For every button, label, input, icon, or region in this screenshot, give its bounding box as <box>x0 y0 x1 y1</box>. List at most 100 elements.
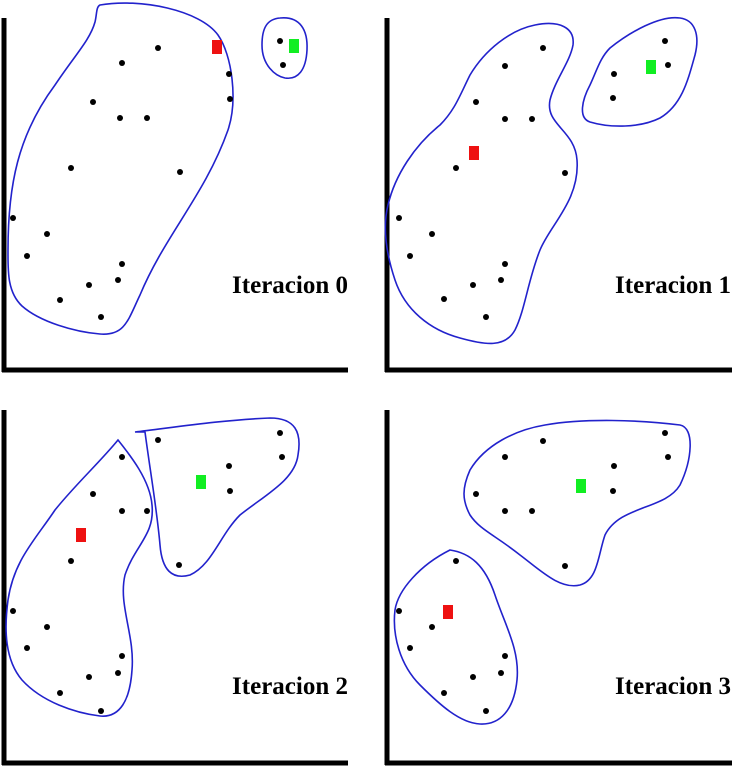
data-point <box>470 282 476 288</box>
cluster-boundaries <box>5 417 300 717</box>
cluster-boundary-1 <box>463 419 691 587</box>
data-point <box>502 508 508 514</box>
centroids <box>212 39 299 54</box>
data-point <box>44 231 50 237</box>
data-point <box>441 296 447 302</box>
data-point <box>502 653 508 659</box>
data-point <box>277 38 283 44</box>
data-point <box>396 215 402 221</box>
data-point <box>610 95 616 101</box>
data-point <box>98 708 104 714</box>
cluster-boundaries <box>7 2 308 335</box>
data-point <box>227 488 233 494</box>
data-point <box>529 508 535 514</box>
centroid-marker-1 <box>443 605 453 619</box>
data-point <box>280 62 286 68</box>
centroid-marker-2 <box>576 479 586 493</box>
data-point <box>57 297 63 303</box>
data-point <box>453 165 459 171</box>
data-point <box>68 558 74 564</box>
data-point <box>10 608 16 614</box>
data-point <box>498 670 504 676</box>
data-point <box>226 463 232 469</box>
data-point <box>86 282 92 288</box>
cluster-boundary-1 <box>384 22 578 345</box>
data-point <box>226 71 232 77</box>
data-point <box>540 45 546 51</box>
data-point <box>662 38 668 44</box>
data-point <box>562 170 568 176</box>
data-points <box>10 430 285 714</box>
centroids <box>469 60 656 160</box>
data-point <box>144 508 150 514</box>
data-point <box>177 169 183 175</box>
data-point <box>227 96 233 102</box>
panel-label: Iteracion 2 <box>232 673 348 700</box>
panel-iteracion-0: Iteracion 0 <box>1 2 348 373</box>
cluster-boundary-1 <box>5 438 154 717</box>
panel-label: Iteracion 1 <box>615 272 731 299</box>
data-point <box>155 437 161 443</box>
data-point <box>498 277 504 283</box>
data-point <box>176 562 182 568</box>
data-point <box>662 430 668 436</box>
data-point <box>119 454 125 460</box>
data-point <box>119 653 125 659</box>
data-point <box>473 491 479 497</box>
cluster-boundary-2 <box>261 17 308 79</box>
panel-iteracion-2: Iteracion 2 <box>1 410 348 766</box>
data-point <box>90 99 96 105</box>
data-point <box>611 463 617 469</box>
data-point <box>665 62 671 68</box>
centroids <box>76 475 206 542</box>
data-point <box>610 488 616 494</box>
data-points <box>396 430 671 714</box>
data-point <box>44 624 50 630</box>
data-point <box>407 645 413 651</box>
data-point <box>502 63 508 69</box>
data-point <box>119 508 125 514</box>
cluster-boundaries <box>393 419 691 725</box>
centroid-marker-1 <box>212 40 222 54</box>
data-point <box>611 71 617 77</box>
centroid-marker-1 <box>76 528 86 542</box>
data-point <box>429 231 435 237</box>
panel-label: Iteracion 0 <box>232 272 348 299</box>
data-point <box>24 645 30 651</box>
data-point <box>562 563 568 569</box>
data-point <box>441 690 447 696</box>
cluster-boundaries <box>384 16 698 345</box>
data-point <box>10 215 16 221</box>
data-point <box>144 115 150 121</box>
data-point <box>529 116 535 122</box>
data-point <box>483 708 489 714</box>
panel-iteracion-3: Iteracion 3 <box>384 410 732 766</box>
centroid-marker-1 <box>469 146 479 160</box>
centroid-marker-2 <box>289 39 299 53</box>
data-point <box>115 277 121 283</box>
cluster-boundary-1 <box>7 2 234 335</box>
data-point <box>502 454 508 460</box>
data-point <box>483 314 489 320</box>
data-point <box>57 690 63 696</box>
panel-iteracion-1: Iteracion 1 <box>384 16 732 373</box>
cluster-boundary-2 <box>134 417 300 577</box>
centroid-marker-2 <box>646 60 656 74</box>
data-point <box>453 558 459 564</box>
data-points <box>396 38 671 320</box>
panel-label: Iteracion 3 <box>615 673 731 700</box>
data-point <box>470 674 476 680</box>
data-point <box>665 454 671 460</box>
data-point <box>502 116 508 122</box>
data-point <box>155 45 161 51</box>
data-point <box>429 624 435 630</box>
cluster-boundary-2 <box>393 549 519 725</box>
data-point <box>115 670 121 676</box>
data-point <box>119 261 125 267</box>
data-point <box>540 438 546 444</box>
data-point <box>473 99 479 105</box>
data-point <box>502 261 508 267</box>
data-point <box>86 674 92 680</box>
data-points <box>10 38 286 320</box>
